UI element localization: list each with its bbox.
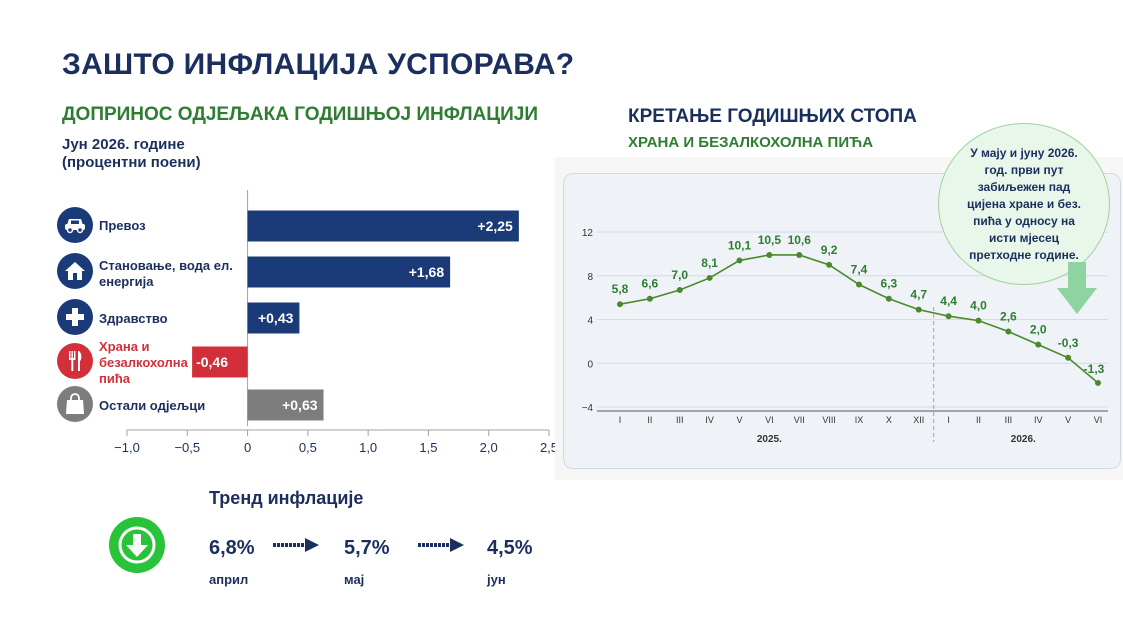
x-tick-label: IV [705,415,714,425]
x-tick-label: 2,5 [540,440,558,455]
y-tick-label: 8 [587,272,593,283]
y-tick-label: 4 [587,316,593,327]
page-title: ЗАШТО ИНФЛАЦИЈА УСПОРАВА? [62,48,575,81]
note-bubble: У мају и јуну 2026. год. први пут забиље… [938,123,1110,285]
trend-value-april: 6,8% [209,537,255,559]
data-point [706,274,713,281]
x-tick-label: V [1065,415,1071,425]
trend-title: Тренд инфлације [209,488,364,508]
y-tick-label: −4 [582,403,594,414]
x-tick-label: X [886,415,892,425]
bar-value-label: -0,46 [196,354,228,370]
x-tick-label: II [647,415,652,425]
data-label: 6,6 [642,277,659,291]
x-tick-label: 2,0 [480,440,498,455]
x-tick-label: 0 [244,440,251,455]
x-tick-label: VI [765,415,774,425]
data-label: 10,1 [728,238,752,252]
trend-month-april: април [209,572,249,587]
data-point [975,317,982,324]
data-label: -1,3 [1084,362,1105,376]
x-tick-label: III [1005,415,1013,425]
data-point [915,306,922,313]
data-label: 7,0 [671,268,688,282]
data-label: 2,6 [1000,310,1017,324]
x-tick-label: I [947,415,950,425]
bar [192,346,248,378]
trend-value-june: 4,5% [487,537,533,559]
data-point [796,251,803,258]
left-chart-title: ДОПРИНОС ОДЈЕЉАКА ГОДИШЊОЈ ИНФЛАЦИЈИ [62,104,539,125]
bar [247,302,300,334]
data-point [766,251,773,258]
x-tick-label: −1,0 [114,440,140,455]
bar [247,210,519,242]
x-tick-label: I [619,415,622,425]
y-tick-label: 0 [587,359,593,370]
data-label: 9,2 [821,243,838,257]
data-point [676,286,683,293]
left-subtitle-line-2: (процентни поени) [62,154,201,171]
x-tick-label: XII [913,415,924,425]
data-label: 6,3 [881,277,898,291]
bar [247,256,451,288]
data-label: 2,0 [1030,323,1047,337]
data-point [1065,354,1072,361]
data-point [856,281,862,288]
right-chart-subtitle: ХРАНА И БЕЗАЛКОХОЛНА ПИЋА [628,134,874,151]
data-label: 10,6 [788,233,812,247]
bar-value-label: +2,25 [477,218,513,234]
data-point [617,301,623,308]
data-label: 4,7 [910,288,927,302]
data-label: 7,4 [851,263,868,277]
year-label: 2025. [757,434,782,445]
y-tick-label: 12 [582,228,594,239]
trend-value-may: 5,7% [344,537,390,559]
data-label: 8,1 [701,256,718,270]
data-point [736,257,743,264]
note-bubble-text: У мају и јуну 2026. год. први пут забиље… [966,145,1082,262]
x-tick-label: V [736,415,742,425]
data-point [1095,379,1101,386]
bar [247,389,324,421]
bar-value-label: +0,43 [258,310,294,326]
bar-value-label: +1,68 [409,264,445,280]
x-tick-label: 1,0 [359,440,377,455]
x-tick-label: VIII [822,415,836,425]
data-point [1005,328,1012,335]
bar-value-label: +0,63 [282,397,318,413]
down-arrow-icon [1057,262,1097,314]
left-chart-subtitle: Јун 2026. године (процентни поени) [62,136,282,172]
x-tick-label: III [676,415,684,425]
right-chart-title: КРЕТАЊЕ ГОДИШЊИХ СТОПА [628,106,917,127]
data-point [646,295,653,302]
x-tick-label: VI [1094,415,1103,425]
x-tick-label: IX [855,415,864,425]
x-tick-label: IV [1034,415,1043,425]
year-label: 2026. [1011,434,1036,445]
x-tick-label: 1,5 [419,440,437,455]
trend-down-icon [109,517,165,573]
x-tick-label: II [976,415,981,425]
data-label: 5,8 [612,282,629,296]
trend-month-june: јун [487,572,506,587]
trend-arrow-icon [418,538,464,552]
left-subtitle-line-1: Јун 2026. године [62,136,185,153]
data-point [885,295,892,302]
data-label: 4,0 [970,299,987,313]
contribution-bar-chart: −1,0 −0,5 0 0,5 1,0 1,5 2,0 2,5 +2,25 +1,68 +0,43 -… [114,190,558,455]
trend-arrow-icon [273,538,319,552]
data-point [945,313,952,320]
data-label: 4,4 [940,294,957,308]
x-tick-label: 0,5 [299,440,317,455]
data-point [1035,341,1042,348]
x-tick-label: VII [794,415,805,425]
data-label: -0,3 [1058,336,1079,350]
trend-month-may: мај [344,572,365,587]
data-point [826,261,833,268]
x-tick-label: −0,5 [174,440,200,455]
data-label: 10,5 [758,233,782,247]
